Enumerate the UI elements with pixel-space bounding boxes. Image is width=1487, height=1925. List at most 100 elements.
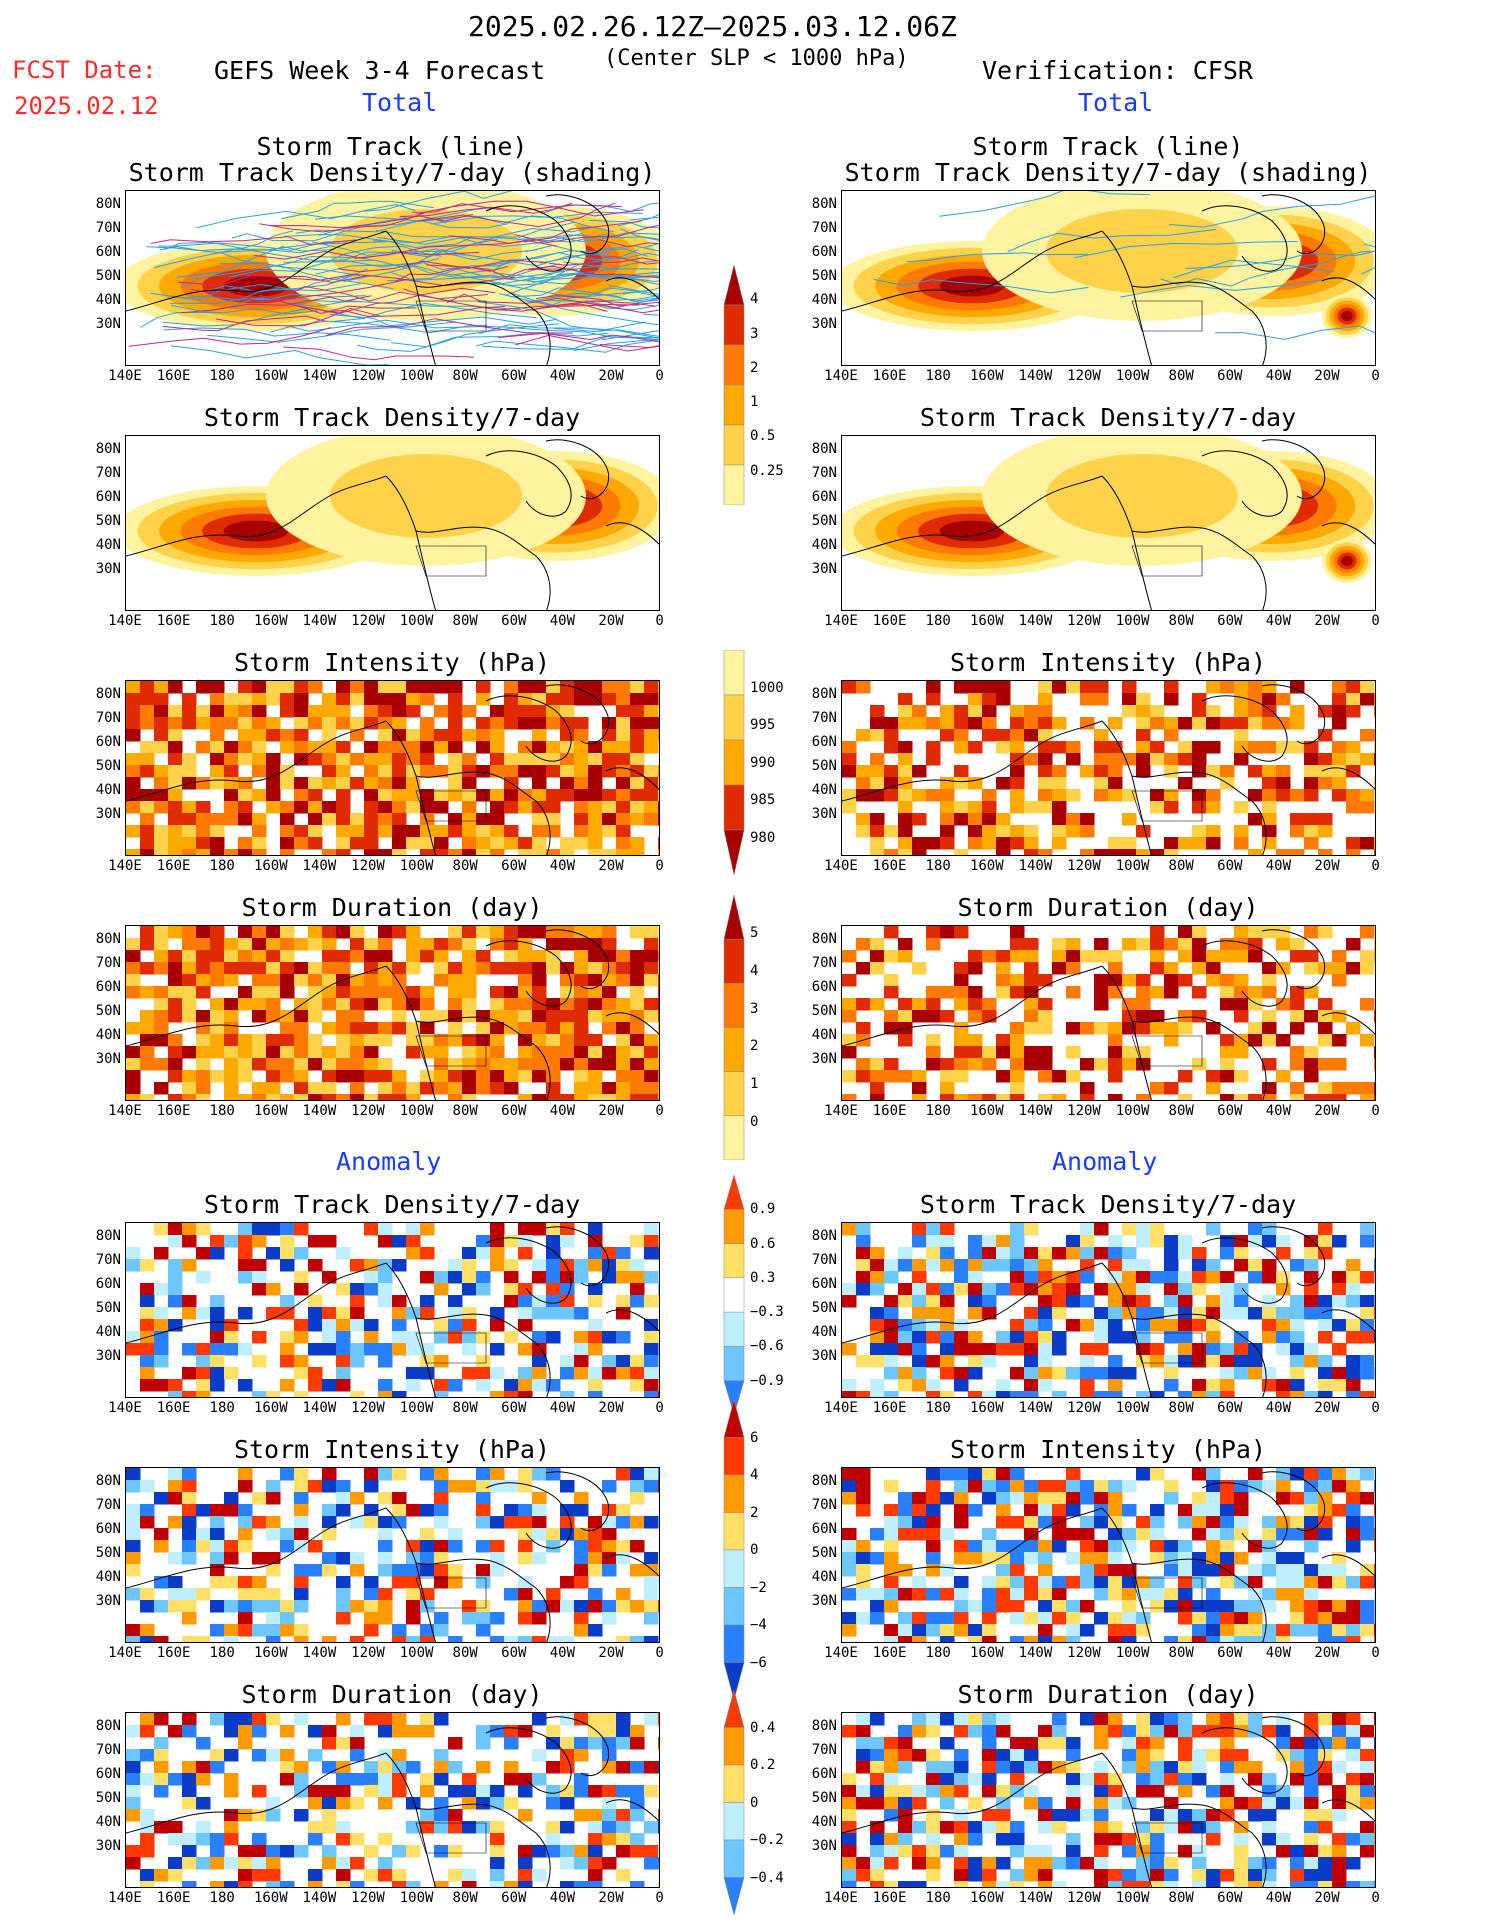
title-intensity-anom-right: Storm Intensity (hPa) [949, 1435, 1267, 1464]
grid-cell [588, 1552, 603, 1565]
grid-cell [336, 998, 351, 1011]
grid-cell [364, 1022, 379, 1035]
lon-label: 140W [1018, 613, 1053, 629]
grid-cell [560, 1845, 575, 1858]
grid-cell [378, 741, 393, 754]
grid-cell [126, 1785, 141, 1798]
coastline [1201, 450, 1288, 517]
grid-cell [1276, 1070, 1291, 1083]
shading-contour [1046, 209, 1238, 293]
grid-cell [1206, 741, 1221, 754]
grid-cell [196, 1355, 211, 1368]
lon-label: 140E [824, 613, 858, 629]
title-intensity-left: Storm Intensity (hPa) [233, 648, 551, 677]
grid-cell [1164, 1564, 1179, 1577]
grid-cell [954, 1821, 969, 1834]
grid-cell [364, 1624, 379, 1637]
grid-cell [1150, 789, 1165, 802]
grid-cell [294, 1504, 309, 1517]
grid-cell [940, 1247, 955, 1260]
grid-cell [448, 1034, 463, 1047]
grid-cell [1262, 1833, 1277, 1846]
grid-cell [1150, 1576, 1165, 1589]
lon-label: 140W [1018, 858, 1053, 874]
grid-cell [1276, 1564, 1291, 1577]
grid-cell [1318, 1492, 1333, 1505]
grid-cell [630, 1809, 645, 1822]
grid-cell [630, 986, 645, 999]
state-borders [1131, 545, 1203, 577]
grid-cell [1192, 1761, 1207, 1774]
grid-cell [1150, 1540, 1165, 1553]
grid-cell [434, 1355, 449, 1368]
grid-cell [1038, 1480, 1053, 1493]
grid-cell [294, 1564, 309, 1577]
grid-cell [224, 705, 239, 718]
grid-cell [1066, 1552, 1081, 1565]
grid-cell [1318, 1857, 1333, 1870]
grid-cell [1038, 1307, 1053, 1320]
grid-cell [1038, 1070, 1053, 1083]
grid-cell [1262, 1540, 1277, 1553]
grid-cell [224, 717, 239, 730]
grid-cell [954, 1468, 969, 1481]
grid-cell [940, 1070, 955, 1083]
grid-cell [1234, 1010, 1249, 1023]
lon-label: 100W [399, 1645, 434, 1661]
grid-cell [294, 1600, 309, 1613]
grid-cell [842, 1094, 857, 1100]
grid-cell [898, 1516, 913, 1529]
storm-track-line [426, 211, 643, 222]
grid-cell [1374, 1307, 1375, 1320]
grid-cell [1080, 1516, 1095, 1529]
grid-cell [224, 950, 239, 963]
grid-cell [1234, 1235, 1249, 1248]
grid-cell [1220, 998, 1235, 1011]
grid-cell [1192, 1881, 1207, 1887]
grid-cell [856, 1259, 871, 1272]
grid-cell [1150, 950, 1165, 963]
grid-cell [448, 986, 463, 999]
grid-cell [1346, 1612, 1361, 1625]
storm-track-line [315, 215, 509, 229]
grid-cell [1080, 849, 1095, 855]
grid-cell [1178, 1725, 1193, 1738]
grid-cell [630, 1516, 645, 1529]
grid-cell [126, 1516, 141, 1529]
grid-cell [1318, 777, 1333, 790]
grid-cell [140, 1283, 155, 1296]
grid-cell [280, 1223, 295, 1236]
grid-cell [238, 1034, 253, 1047]
grid-cell [616, 765, 631, 778]
grid-cell [1290, 1379, 1305, 1392]
grid-cell [350, 1046, 365, 1059]
grid-cell [462, 1821, 477, 1834]
grid-cell [644, 705, 659, 718]
grid-cell [462, 1797, 477, 1810]
grid-cell [954, 1259, 969, 1272]
grid-cell [1150, 1737, 1165, 1750]
grid-cell [954, 717, 969, 730]
grid-cell [1304, 962, 1319, 975]
grid-cell [546, 1821, 561, 1834]
colorbar-segment [723, 1727, 745, 1766]
grid-cell [1010, 1283, 1025, 1296]
grid-cell [1038, 1492, 1053, 1505]
grid-cell [1038, 1624, 1053, 1637]
grid-cell [182, 1235, 197, 1248]
grid-cell [1136, 1516, 1151, 1529]
grid-cell [168, 986, 183, 999]
grid-cell [476, 729, 491, 742]
grid-cell [462, 1612, 477, 1625]
grid-cell [954, 1094, 969, 1100]
storm-track-line [430, 215, 615, 233]
grid-cell [644, 693, 659, 706]
grid-cell [996, 1331, 1011, 1344]
grid-cell [182, 1833, 197, 1846]
grid-cell [842, 1540, 857, 1553]
grid-cell [842, 1821, 857, 1834]
lat-label: 40N [811, 1324, 837, 1340]
grid-cell [252, 1749, 267, 1762]
grid-cell [1304, 1355, 1319, 1368]
lat-label: 60N [95, 1766, 121, 1782]
